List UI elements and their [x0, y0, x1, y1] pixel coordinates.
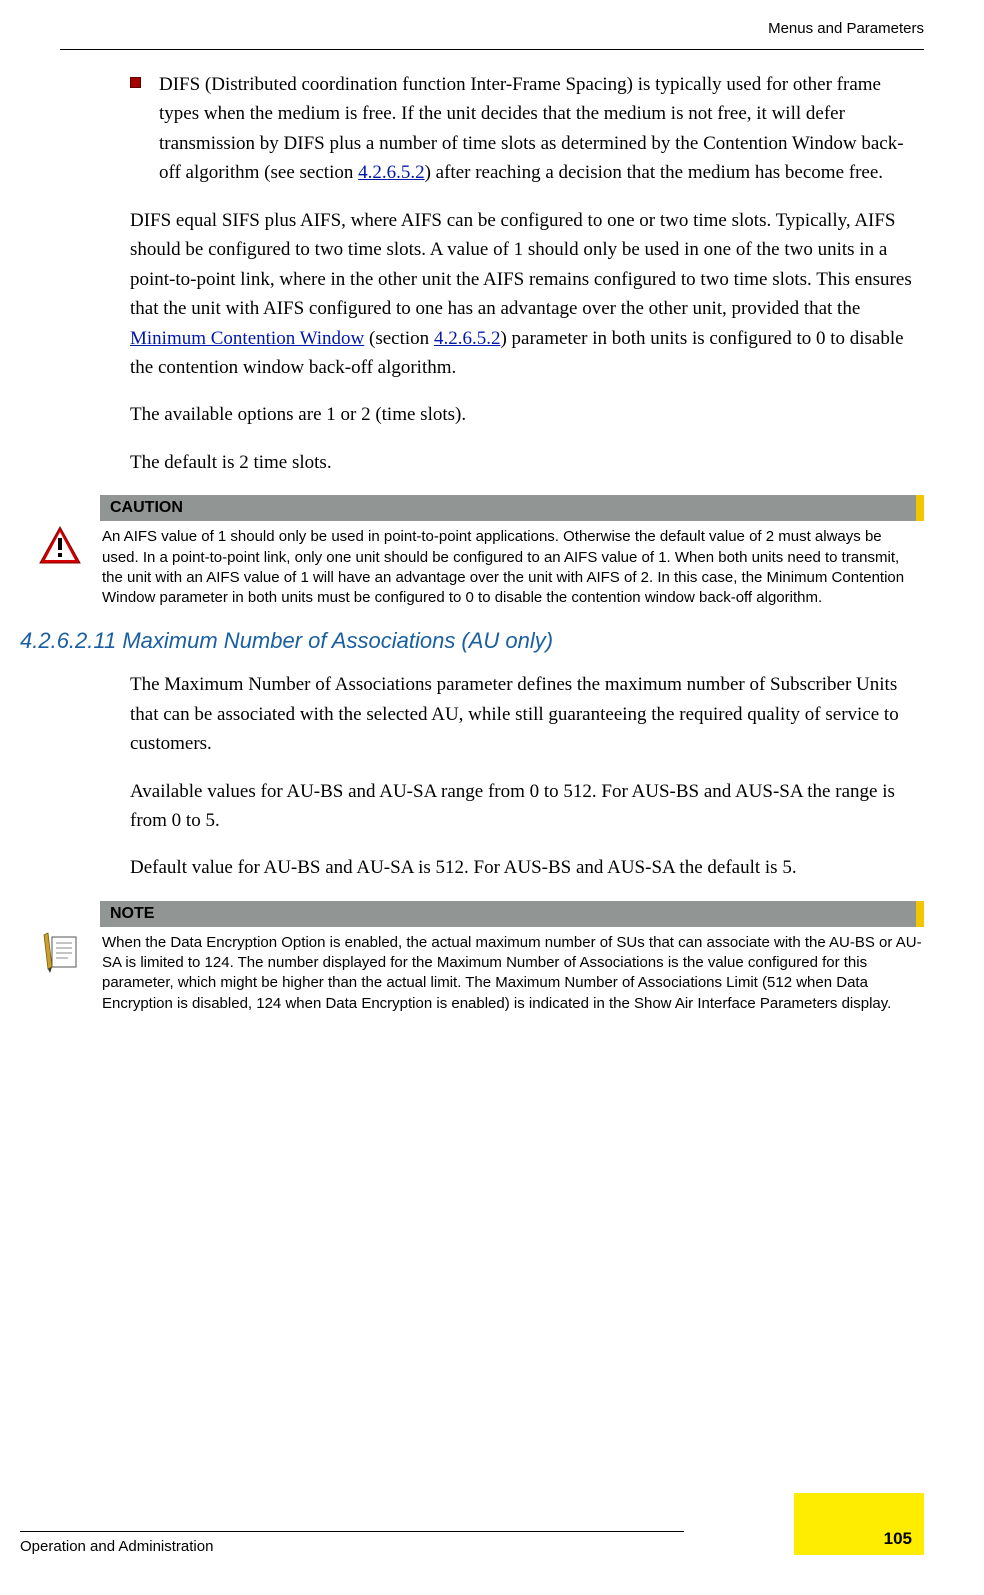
- section-link[interactable]: 4.2.6.5.2: [434, 328, 501, 349]
- caution-callout: CAUTION An AIFS value of 1 should only b…: [20, 495, 924, 608]
- note-header: NOTE: [100, 901, 924, 927]
- caution-body: CAUTION An AIFS value of 1 should only b…: [100, 495, 924, 608]
- page-content: DIFS (Distributed coordination function …: [0, 50, 984, 1014]
- paragraph-default: The default is 2 time slots.: [130, 448, 924, 477]
- paragraph-aifs: DIFS equal SIFS plus AIFS, where AIFS ca…: [130, 206, 924, 383]
- note-text: When the Data Encryption Option is enabl…: [100, 927, 924, 1014]
- bullet-text: DIFS (Distributed coordination function …: [159, 70, 924, 188]
- chapter-title: Menus and Parameters: [768, 20, 924, 37]
- document-page: Menus and Parameters DIFS (Distributed c…: [0, 0, 984, 1595]
- page-header: Menus and Parameters: [0, 0, 984, 45]
- paragraph-options: The available options are 1 or 2 (time s…: [130, 400, 924, 429]
- caution-header: CAUTION: [100, 495, 924, 521]
- paragraph-maxassoc-2: Available values for AU-BS and AU-SA ran…: [130, 777, 924, 836]
- mcw-link[interactable]: Minimum Contention Window: [130, 328, 364, 349]
- section-title: Maximum Number of Associations (AU only): [122, 628, 553, 653]
- section-number: 4.2.6.2.11: [20, 628, 116, 653]
- paragraph-maxassoc-1: The Maximum Number of Associations param…: [130, 670, 924, 758]
- bullet-item-difs: DIFS (Distributed coordination function …: [130, 70, 924, 188]
- caution-icon: [20, 495, 100, 565]
- caution-text: An AIFS value of 1 should only be used i…: [100, 521, 924, 608]
- section-link[interactable]: 4.2.6.5.2: [358, 162, 425, 183]
- page-number: 105: [884, 1529, 912, 1549]
- note-callout: NOTE When the Data Encryption Option is …: [20, 901, 924, 1014]
- square-bullet-icon: [130, 77, 141, 88]
- section-heading: 4.2.6.2.11 Maximum Number of Association…: [20, 628, 924, 654]
- text-fragment: ) after reaching a decision that the med…: [425, 162, 883, 183]
- text-fragment: DIFS equal SIFS plus AIFS, where AIFS ca…: [130, 210, 912, 319]
- note-icon: [20, 901, 100, 973]
- text-fragment: (section: [364, 328, 434, 349]
- paragraph-maxassoc-3: Default value for AU-BS and AU-SA is 512…: [130, 853, 924, 882]
- note-body: NOTE When the Data Encryption Option is …: [100, 901, 924, 1014]
- page-footer: Operation and Administration 105: [0, 1531, 984, 1555]
